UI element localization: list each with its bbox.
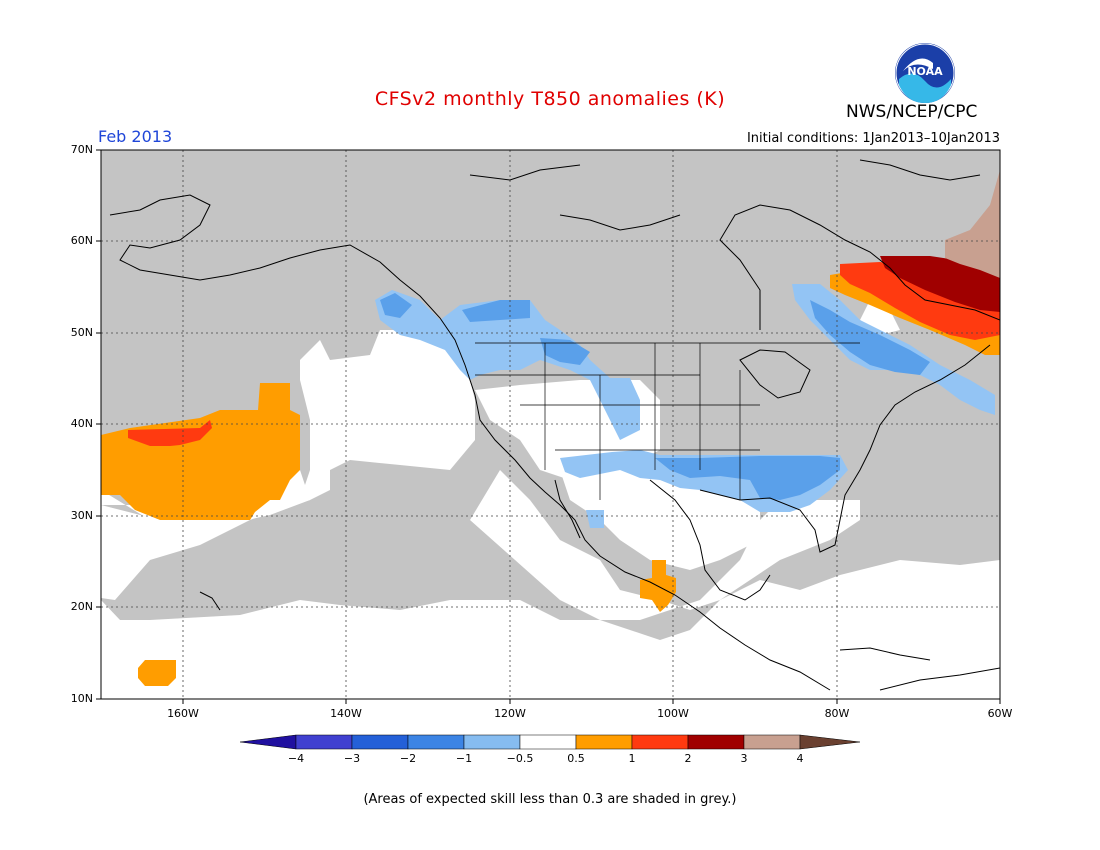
cold-anomaly-idaho-core <box>462 300 530 322</box>
colorbar-label: −3 <box>343 752 361 765</box>
lat-label-70n: 70N <box>70 143 93 156</box>
graticule <box>101 150 1000 699</box>
colorbar-label: 4 <box>796 752 804 765</box>
warm-anomaly-greenland <box>945 170 1000 278</box>
colorbar-label: 0.5 <box>567 752 585 765</box>
cold-anomaly-northwest-core <box>380 293 412 318</box>
state-borders <box>475 342 860 500</box>
colorbar-segment-above-4 <box>799 734 861 750</box>
cold-anomaly-montana-core <box>540 338 590 365</box>
colorbar-segment-05-1 <box>575 734 633 750</box>
colorbar-segment-below-4 <box>239 734 297 750</box>
colorbar-segment-1-05 <box>463 734 521 750</box>
colorbar-segment-neutral <box>519 734 577 750</box>
colorbar-segment-3-4 <box>743 734 801 750</box>
lon-label-100w: 100W <box>657 707 689 720</box>
lat-label-40n: 40N <box>70 417 93 430</box>
colorbar-segment-4-3 <box>295 734 353 750</box>
cold-anomaly-northwest <box>375 290 640 440</box>
lon-label-140w: 140W <box>330 707 362 720</box>
warm-anomaly-hawaii <box>138 660 176 686</box>
noaa-logo-text: NOAA <box>907 65 943 78</box>
forecast-month: Feb 2013 <box>98 127 173 146</box>
skill-footnote: (Areas of expected skill less than 0.3 a… <box>363 792 737 807</box>
lat-label-60n: 60N <box>70 234 93 247</box>
colorbar-segment-3-2 <box>351 734 409 750</box>
colorbar-segment-2-3 <box>687 734 745 750</box>
cold-anomaly-southeast-core <box>655 456 840 500</box>
map-title: CFSv2 monthly T850 anomalies (K) <box>374 88 726 110</box>
agency-label: NWS/NCEP/CPC <box>846 102 978 122</box>
lon-label-80w: 80W <box>824 707 850 720</box>
coastlines <box>109 159 1000 691</box>
lat-label-50n: 50N <box>70 326 93 339</box>
cold-anomaly-baja <box>586 510 604 528</box>
lon-label-120w: 120W <box>494 707 526 720</box>
cold-anomaly-northeast-core <box>810 300 930 375</box>
lon-label-160w: 160W <box>167 707 199 720</box>
lat-label-10n: 10N <box>70 692 93 705</box>
warm-anomaly-pacific-core <box>128 420 212 446</box>
noaa-logo: NOAA <box>895 43 955 103</box>
colorbar-label: −2 <box>399 752 417 765</box>
warm-anomaly-pacific <box>101 383 300 520</box>
initial-conditions: Initial conditions: 1Jan2013–10Jan2013 <box>746 131 1000 146</box>
colorbar-label: 2 <box>684 752 692 765</box>
warm-anomaly-labrador-strong <box>880 256 1000 312</box>
colorbar-label: −1 <box>455 752 473 765</box>
lat-label-30n: 30N <box>70 509 93 522</box>
colorbar-label: −4 <box>287 752 305 765</box>
lon-label-60w: 60W <box>987 707 1013 720</box>
colorbar-label: 1 <box>628 752 636 765</box>
lat-label-20n: 20N <box>70 600 93 613</box>
colorbar-segment-1-2 <box>631 734 689 750</box>
colorbar-label: −0.5 <box>506 752 534 765</box>
colorbar-label: 3 <box>740 752 748 765</box>
colorbar-segment-2-1 <box>407 734 465 750</box>
